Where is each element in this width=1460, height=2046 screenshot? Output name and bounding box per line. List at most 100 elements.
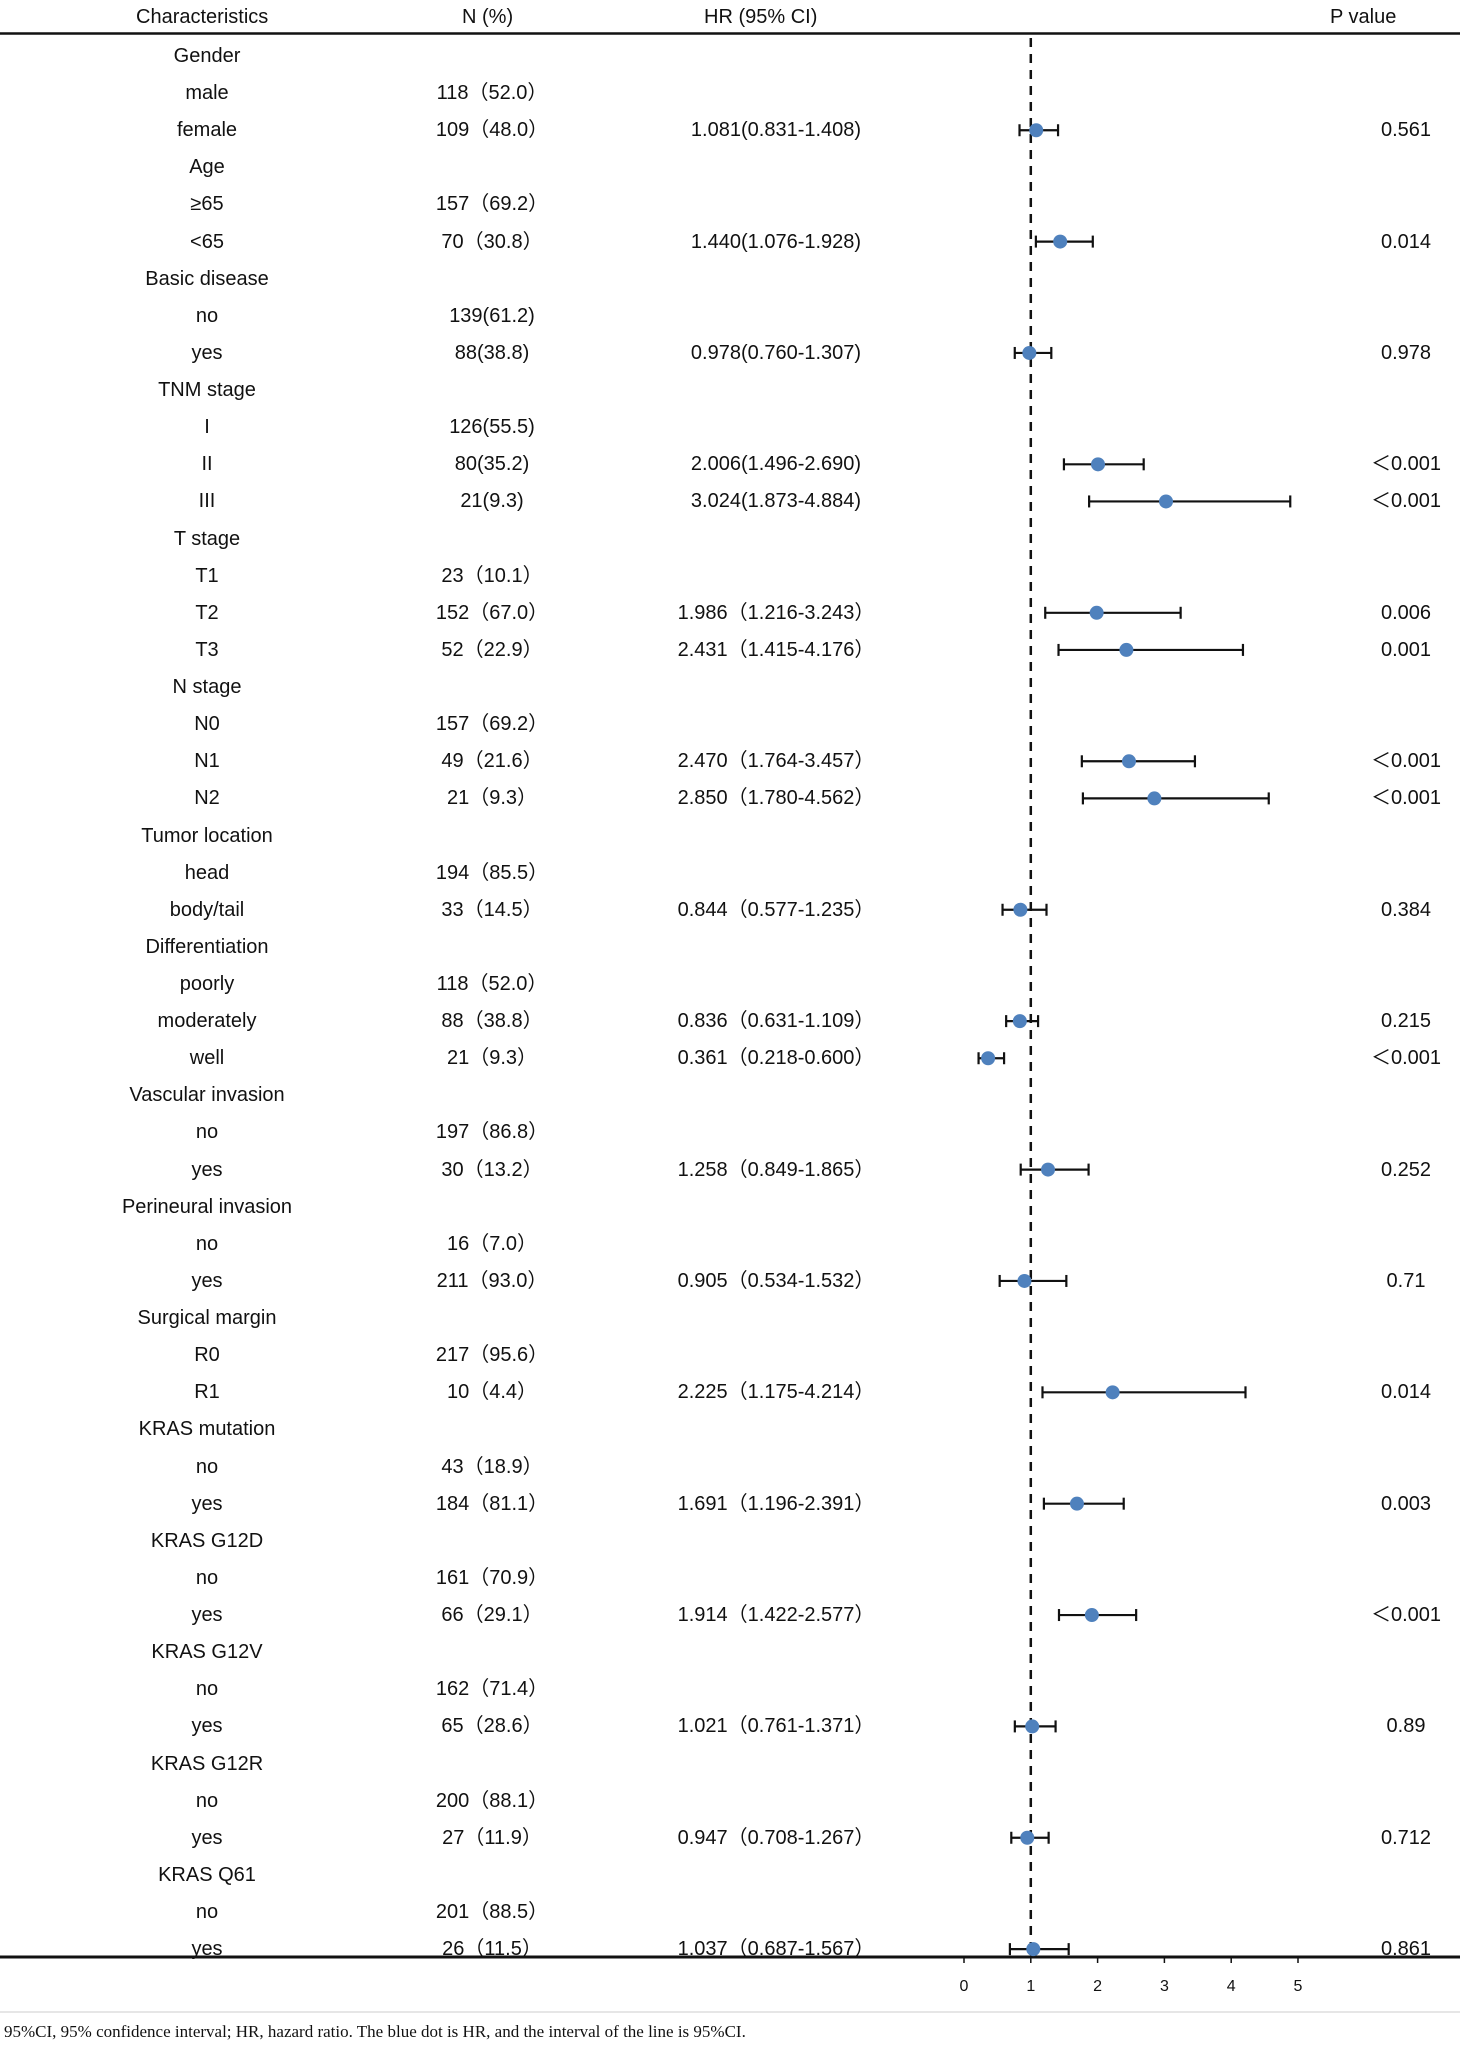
- hr-ci-value: 0.978(0.760-1.307): [690, 341, 862, 364]
- n-percent-value: 197（86.8）: [435, 1121, 549, 1144]
- hr-point: [1041, 1162, 1056, 1177]
- row-label: no: [195, 1789, 219, 1812]
- row-label: moderately: [157, 1010, 257, 1033]
- p-value: 0.89: [1386, 1715, 1426, 1738]
- group-label: Age: [189, 156, 225, 179]
- column-header-n-percent: N (%): [462, 6, 514, 28]
- group-label: Basic disease: [145, 267, 269, 290]
- n-percent-value: 109（48.0）: [435, 119, 549, 142]
- n-percent-value: 162（71.4）: [435, 1678, 549, 1701]
- hr-ci-value: 1.691（1.196-2.391）: [677, 1492, 875, 1515]
- n-percent-value: 43（18.9）: [441, 1455, 543, 1478]
- n-percent-value: 211（93.0）: [436, 1269, 548, 1292]
- row-label: no: [195, 1455, 219, 1478]
- n-percent-value: 26（11.5）: [442, 1938, 542, 1961]
- hr-ci-value: 0.905（0.534-1.532）: [677, 1269, 875, 1292]
- row-label: yes: [191, 341, 223, 364]
- group-label: KRAS mutation: [138, 1418, 276, 1441]
- n-percent-value: 30（13.2）: [441, 1158, 543, 1181]
- hr-point: [1147, 791, 1162, 806]
- group-label: T stage: [173, 527, 241, 550]
- n-percent-value: 118（52.0）: [436, 82, 548, 105]
- hr-point: [1089, 605, 1104, 620]
- hr-ci-value: 1.021（0.761-1.371）: [677, 1715, 875, 1738]
- hr-point: [1017, 1273, 1032, 1288]
- hr-ci-value: 1.440(1.076-1.928): [690, 230, 862, 253]
- row-label: R0: [194, 1344, 220, 1367]
- group-label: TNM stage: [158, 379, 256, 402]
- column-header-p-value: P value: [1330, 6, 1397, 28]
- n-percent-value: 21（9.3）: [446, 1047, 538, 1070]
- hr-ci-value: 2.470（1.764-3.457）: [677, 750, 875, 773]
- hr-ci-value: 1.986（1.216-3.243）: [677, 601, 875, 624]
- n-percent-value: 65（28.6）: [441, 1715, 543, 1738]
- row-label: well: [189, 1047, 225, 1070]
- n-percent-value: 66（29.1）: [441, 1604, 543, 1627]
- n-percent-value: 10（4.4）: [446, 1381, 538, 1404]
- hr-ci-value: 3.024(1.873-4.884): [690, 490, 862, 513]
- p-value: 0.384: [1380, 898, 1432, 921]
- row-label: N1: [194, 750, 220, 773]
- row-label: N0: [194, 713, 220, 736]
- row-label: <65: [190, 230, 224, 253]
- p-value: 0.001: [1380, 638, 1432, 661]
- hr-point: [1084, 1608, 1099, 1623]
- p-value: ＜0.001: [1370, 1047, 1442, 1070]
- hr-point: [1119, 642, 1134, 657]
- row-label: yes: [191, 1604, 223, 1627]
- group-label: Surgical margin: [137, 1307, 277, 1330]
- hr-point: [1029, 123, 1044, 138]
- n-percent-value: 21（9.3）: [446, 787, 538, 810]
- n-percent-value: 139(61.2): [449, 304, 535, 327]
- hr-point: [1121, 754, 1136, 769]
- x-tick-label: 4: [1227, 1978, 1236, 1995]
- p-value: ＜0.001: [1370, 1604, 1442, 1627]
- n-percent-value: 184（81.1）: [435, 1492, 549, 1515]
- p-value: 0.712: [1380, 1826, 1432, 1849]
- hr-ci-value: 1.258（0.849-1.865）: [677, 1158, 875, 1181]
- row-label: no: [195, 1121, 219, 1144]
- n-percent-value: 27（11.9）: [442, 1826, 542, 1849]
- p-value: 0.006: [1380, 601, 1432, 624]
- row-label: N2: [194, 787, 220, 810]
- p-value: ＜0.001: [1370, 453, 1442, 476]
- row-label: T2: [195, 601, 219, 624]
- group-label: Vascular invasion: [129, 1084, 285, 1107]
- row-label: R1: [194, 1381, 220, 1404]
- n-percent-value: 16（7.0）: [446, 1232, 538, 1255]
- n-percent-value: 157（69.2）: [435, 713, 549, 736]
- p-value: ＜0.001: [1370, 787, 1442, 810]
- row-label: no: [195, 1232, 219, 1255]
- p-value: 0.215: [1380, 1010, 1432, 1033]
- group-label: KRAS G12V: [151, 1641, 263, 1664]
- p-value: 0.978: [1380, 341, 1432, 364]
- row-label: no: [195, 304, 219, 327]
- group-label: Perineural invasion: [121, 1195, 293, 1218]
- column-header-hr-ci: HR (95% CI): [704, 6, 818, 28]
- n-percent-value: 21(9.3): [460, 490, 524, 513]
- group-label: Gender: [173, 45, 241, 67]
- row-label: body/tail: [169, 898, 245, 921]
- row-label: I: [204, 416, 210, 439]
- hr-point: [1012, 1014, 1027, 1029]
- x-tick-label: 5: [1294, 1978, 1303, 1995]
- p-value: 0.71: [1386, 1269, 1426, 1292]
- n-percent-value: 88(38.8): [454, 341, 530, 364]
- hr-point: [1025, 1719, 1040, 1734]
- hr-point: [1159, 494, 1174, 509]
- x-tick-label: 2: [1093, 1978, 1102, 1995]
- n-percent-value: 52（22.9）: [441, 638, 543, 661]
- n-percent-value: 201（88.5）: [435, 1901, 549, 1923]
- hr-ci-value: 2.006(1.496-2.690): [690, 453, 862, 476]
- group-label: Differentiation: [145, 935, 269, 958]
- hr-ci-value: 1.081(0.831-1.408): [690, 119, 862, 142]
- row-label: III: [198, 490, 216, 513]
- hr-ci-value: 1.037（0.687-1.567）: [677, 1938, 875, 1961]
- hr-ci-value: 0.361（0.218-0.600）: [677, 1047, 875, 1070]
- row-label: no: [195, 1566, 219, 1589]
- row-label: male: [185, 82, 229, 105]
- hr-point: [1069, 1496, 1084, 1511]
- group-label: Tumor location: [141, 824, 273, 847]
